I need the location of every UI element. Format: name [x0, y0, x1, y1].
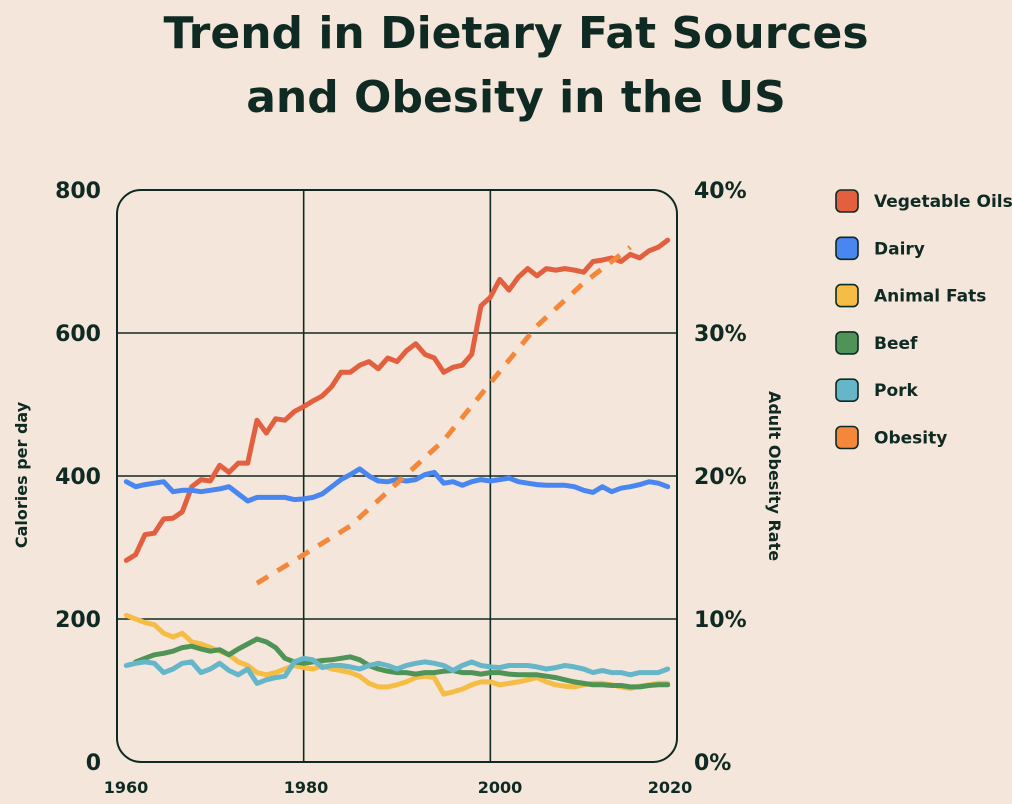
legend-swatch-pork — [836, 379, 858, 401]
y2-axis-ticks: 40% 30% 20% 10% 0% — [694, 179, 747, 776]
x-tick-label: 1960 — [104, 778, 149, 797]
legend: Vegetable Oils Dairy Animal Fats Beef Pork Ob… — [836, 190, 1012, 449]
x-tick-label: 2000 — [478, 778, 523, 797]
y-tick-label: 200 — [55, 608, 101, 633]
legend-label-beef: Beef — [874, 334, 918, 354]
x-axis-ticks: 1960 1980 2000 2020 — [104, 778, 693, 797]
chart-title-line2: and Obesity in the US — [246, 72, 786, 123]
series-line-pork — [126, 658, 667, 683]
y-tick-label: 0 — [86, 751, 101, 776]
series-line-vegetable-oils — [126, 240, 667, 560]
y2-tick-label: 30% — [694, 322, 747, 347]
legend-label-dairy: Dairy — [874, 239, 925, 259]
y2-tick-label: 40% — [694, 179, 747, 204]
chart-title-line1: Trend in Dietary Fat Sources — [163, 8, 868, 59]
y2-tick-label: 20% — [694, 465, 747, 490]
y-axis-ticks: 800 600 400 200 0 — [55, 179, 101, 776]
y2-tick-label: 10% — [694, 608, 747, 633]
legend-swatch-obesity — [836, 427, 858, 449]
legend-swatch-dairy — [836, 237, 858, 259]
y-tick-label: 600 — [55, 322, 101, 347]
x-tick-label: 2020 — [648, 778, 693, 797]
legend-label-vegetable-oils: Vegetable Oils — [874, 192, 1012, 212]
chart: Trend in Dietary Fat Sources and Obesity… — [0, 0, 1012, 804]
legend-swatch-vegetable-oils — [836, 190, 858, 212]
legend-label-pork: Pork — [874, 381, 919, 401]
legend-swatch-beef — [836, 332, 858, 354]
y-tick-label: 400 — [55, 465, 101, 490]
legend-label-animal-fats: Animal Fats — [874, 287, 986, 307]
series-lines — [126, 240, 667, 694]
y-axis-label: Calories per day — [12, 401, 31, 548]
y2-axis-label: Adult Obesity Rate — [765, 391, 784, 561]
x-tick-label: 1980 — [284, 778, 329, 797]
legend-swatch-animal-fats — [836, 285, 858, 307]
legend-label-obesity: Obesity — [874, 429, 947, 449]
series-line-obesity — [257, 247, 630, 583]
y2-tick-label: 0% — [694, 751, 731, 776]
y-tick-label: 800 — [55, 179, 101, 204]
